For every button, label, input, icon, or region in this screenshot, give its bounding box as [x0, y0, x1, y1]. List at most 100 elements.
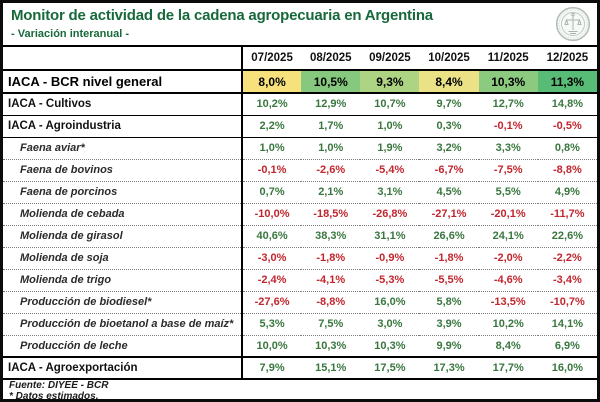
table-row: Molienda de trigo -2,4% -4,1% -5,3% -5,5% -4,…: [3, 269, 597, 292]
value-cell: 3,0%: [360, 313, 420, 336]
value-cell: 10,2%: [242, 93, 302, 116]
value-cell: -4,6%: [478, 269, 538, 292]
table-row: Producción de bioetanol a base de maíz* 5…: [3, 313, 597, 336]
row-label: IACA - Cultivos: [3, 93, 243, 116]
value-cell: 7,9%: [242, 356, 302, 380]
table-row: IACA - Agroindustria 2,2% 1,7% 1,0% 0,3% -0,1…: [3, 115, 597, 138]
value-cell: 6,9%: [537, 335, 597, 358]
row-label: IACA - BCR nivel general: [3, 69, 243, 94]
value-cell: 24,1%: [478, 225, 538, 248]
value-cell: -27,1%: [419, 203, 479, 226]
value-cell: 17,7%: [478, 356, 538, 380]
row-label: Faena de bovinos: [3, 159, 243, 182]
value-cell: 12,9%: [301, 93, 361, 116]
value-cell: 10,3%: [360, 335, 420, 358]
value-cell: 9,7%: [419, 93, 479, 116]
table-row: IACA - Agroexportación 7,9% 15,1% 17,5% 17,3…: [3, 356, 597, 380]
report-footer: Fuente: DIYEE - BCR * Datos estimados.: [3, 380, 597, 399]
column-header: 09/2025: [369, 52, 411, 64]
table-body: IACA - BCR nivel general 8,0% 10,5% 9,3% 8,4…: [3, 69, 597, 380]
value-cell: -13,5%: [478, 291, 538, 314]
row-label: Producción de bioetanol a base de maíz*: [3, 313, 243, 336]
value-cell: 12,7%: [478, 93, 538, 116]
value-cell: -2,4%: [242, 269, 302, 292]
value-cell: -0,9%: [360, 247, 420, 270]
value-cell: -2,2%: [537, 247, 597, 270]
value-cell: 16,0%: [537, 356, 597, 380]
value-cell: 9,3%: [360, 69, 420, 94]
value-cell: -5,3%: [360, 269, 420, 292]
value-cell: -2,0%: [478, 247, 538, 270]
month-header-row: 07/2025 08/2025 09/2025 10/2025 11/2025 12/20…: [3, 46, 597, 70]
row-label: Molienda de girasol: [3, 225, 243, 248]
value-cell: 10,7%: [360, 93, 420, 116]
value-cell: 8,0%: [242, 69, 302, 94]
value-cell: 3,9%: [419, 313, 479, 336]
table-row: Faena aviar* 1,0% 1,0% 1,9% 3,2% 3,3% 0,8%: [3, 137, 597, 160]
table-header: 07/2025 08/2025 09/2025 10/2025 11/2025 12/20…: [3, 46, 597, 70]
value-cell: -0,5%: [537, 115, 597, 138]
value-cell: 17,5%: [360, 356, 420, 380]
value-cell: 26,6%: [419, 225, 479, 248]
table-row: IACA - Cultivos 10,2% 12,9% 10,7% 9,7% 12,7% 1…: [3, 93, 597, 116]
row-label: IACA - Agroexportación: [3, 356, 243, 380]
value-cell: -8,8%: [301, 291, 361, 314]
table-row: Producción de leche 10,0% 10,3% 10,3% 9,9% 8,…: [3, 335, 597, 358]
value-cell: 31,1%: [360, 225, 420, 248]
table-row: Molienda de cebada -10,0% -18,5% -26,8% -27,…: [3, 203, 597, 226]
value-cell: -1,8%: [301, 247, 361, 270]
value-cell: 2,1%: [301, 181, 361, 204]
value-cell: 1,7%: [301, 115, 361, 138]
value-cell: 1,0%: [360, 115, 420, 138]
value-cell: 5,3%: [242, 313, 302, 336]
bcr-seal-icon: [555, 6, 591, 42]
column-header: 10/2025: [428, 52, 470, 64]
value-cell: -6,7%: [419, 159, 479, 182]
value-cell: 3,3%: [478, 137, 538, 160]
table-row: Molienda de girasol 40,6% 38,3% 31,1% 26,6% 2…: [3, 225, 597, 248]
value-cell: 8,4%: [419, 69, 479, 94]
column-header: 12/2025: [546, 52, 589, 64]
value-cell: -8,8%: [537, 159, 597, 182]
value-cell: 15,1%: [301, 356, 361, 380]
value-cell: 16,0%: [360, 291, 420, 314]
value-cell: -11,7%: [537, 203, 597, 226]
value-cell: -5,4%: [360, 159, 420, 182]
value-cell: 5,8%: [419, 291, 479, 314]
value-cell: -2,6%: [301, 159, 361, 182]
value-cell: 2,2%: [242, 115, 302, 138]
page-title: Monitor de actividad de la cadena agrope…: [11, 7, 433, 24]
column-header: 08/2025: [309, 52, 352, 64]
value-cell: 14,1%: [537, 313, 597, 336]
value-cell: 4,5%: [419, 181, 479, 204]
value-cell: 10,5%: [301, 69, 361, 94]
value-cell: 3,1%: [360, 181, 420, 204]
value-cell: -3,4%: [537, 269, 597, 292]
activity-table: 07/2025 08/2025 09/2025 10/2025 11/2025 12/20…: [3, 45, 597, 380]
value-cell: 22,6%: [537, 225, 597, 248]
value-cell: -26,8%: [360, 203, 420, 226]
value-cell: 1,0%: [242, 137, 302, 160]
value-cell: 4,9%: [537, 181, 597, 204]
value-cell: -4,1%: [301, 269, 361, 292]
value-cell: 5,5%: [478, 181, 538, 204]
row-label: IACA - Agroindustria: [3, 115, 243, 138]
value-cell: 1,9%: [360, 137, 420, 160]
table-row: Molienda de soja -3,0% -1,8% -0,9% -1,8% -2,0…: [3, 247, 597, 270]
value-cell: 3,2%: [419, 137, 479, 160]
page-subtitle: - Variación interanual -: [11, 28, 129, 40]
source-note: Fuente: DIYEE - BCR: [9, 380, 109, 391]
value-cell: -1,8%: [419, 247, 479, 270]
table-row: IACA - BCR nivel general 8,0% 10,5% 9,3% 8,4…: [3, 69, 597, 94]
value-cell: 9,9%: [419, 335, 479, 358]
row-label: Molienda de soja: [3, 247, 243, 270]
value-cell: 10,0%: [242, 335, 302, 358]
value-cell: 8,4%: [478, 335, 538, 358]
value-cell: -5,5%: [419, 269, 479, 292]
value-cell: 10,3%: [301, 335, 361, 358]
value-cell: 11,3%: [537, 69, 597, 94]
corner-cell: [3, 46, 243, 70]
row-label: Molienda de cebada: [3, 203, 243, 226]
row-label: Faena de porcinos: [3, 181, 243, 204]
